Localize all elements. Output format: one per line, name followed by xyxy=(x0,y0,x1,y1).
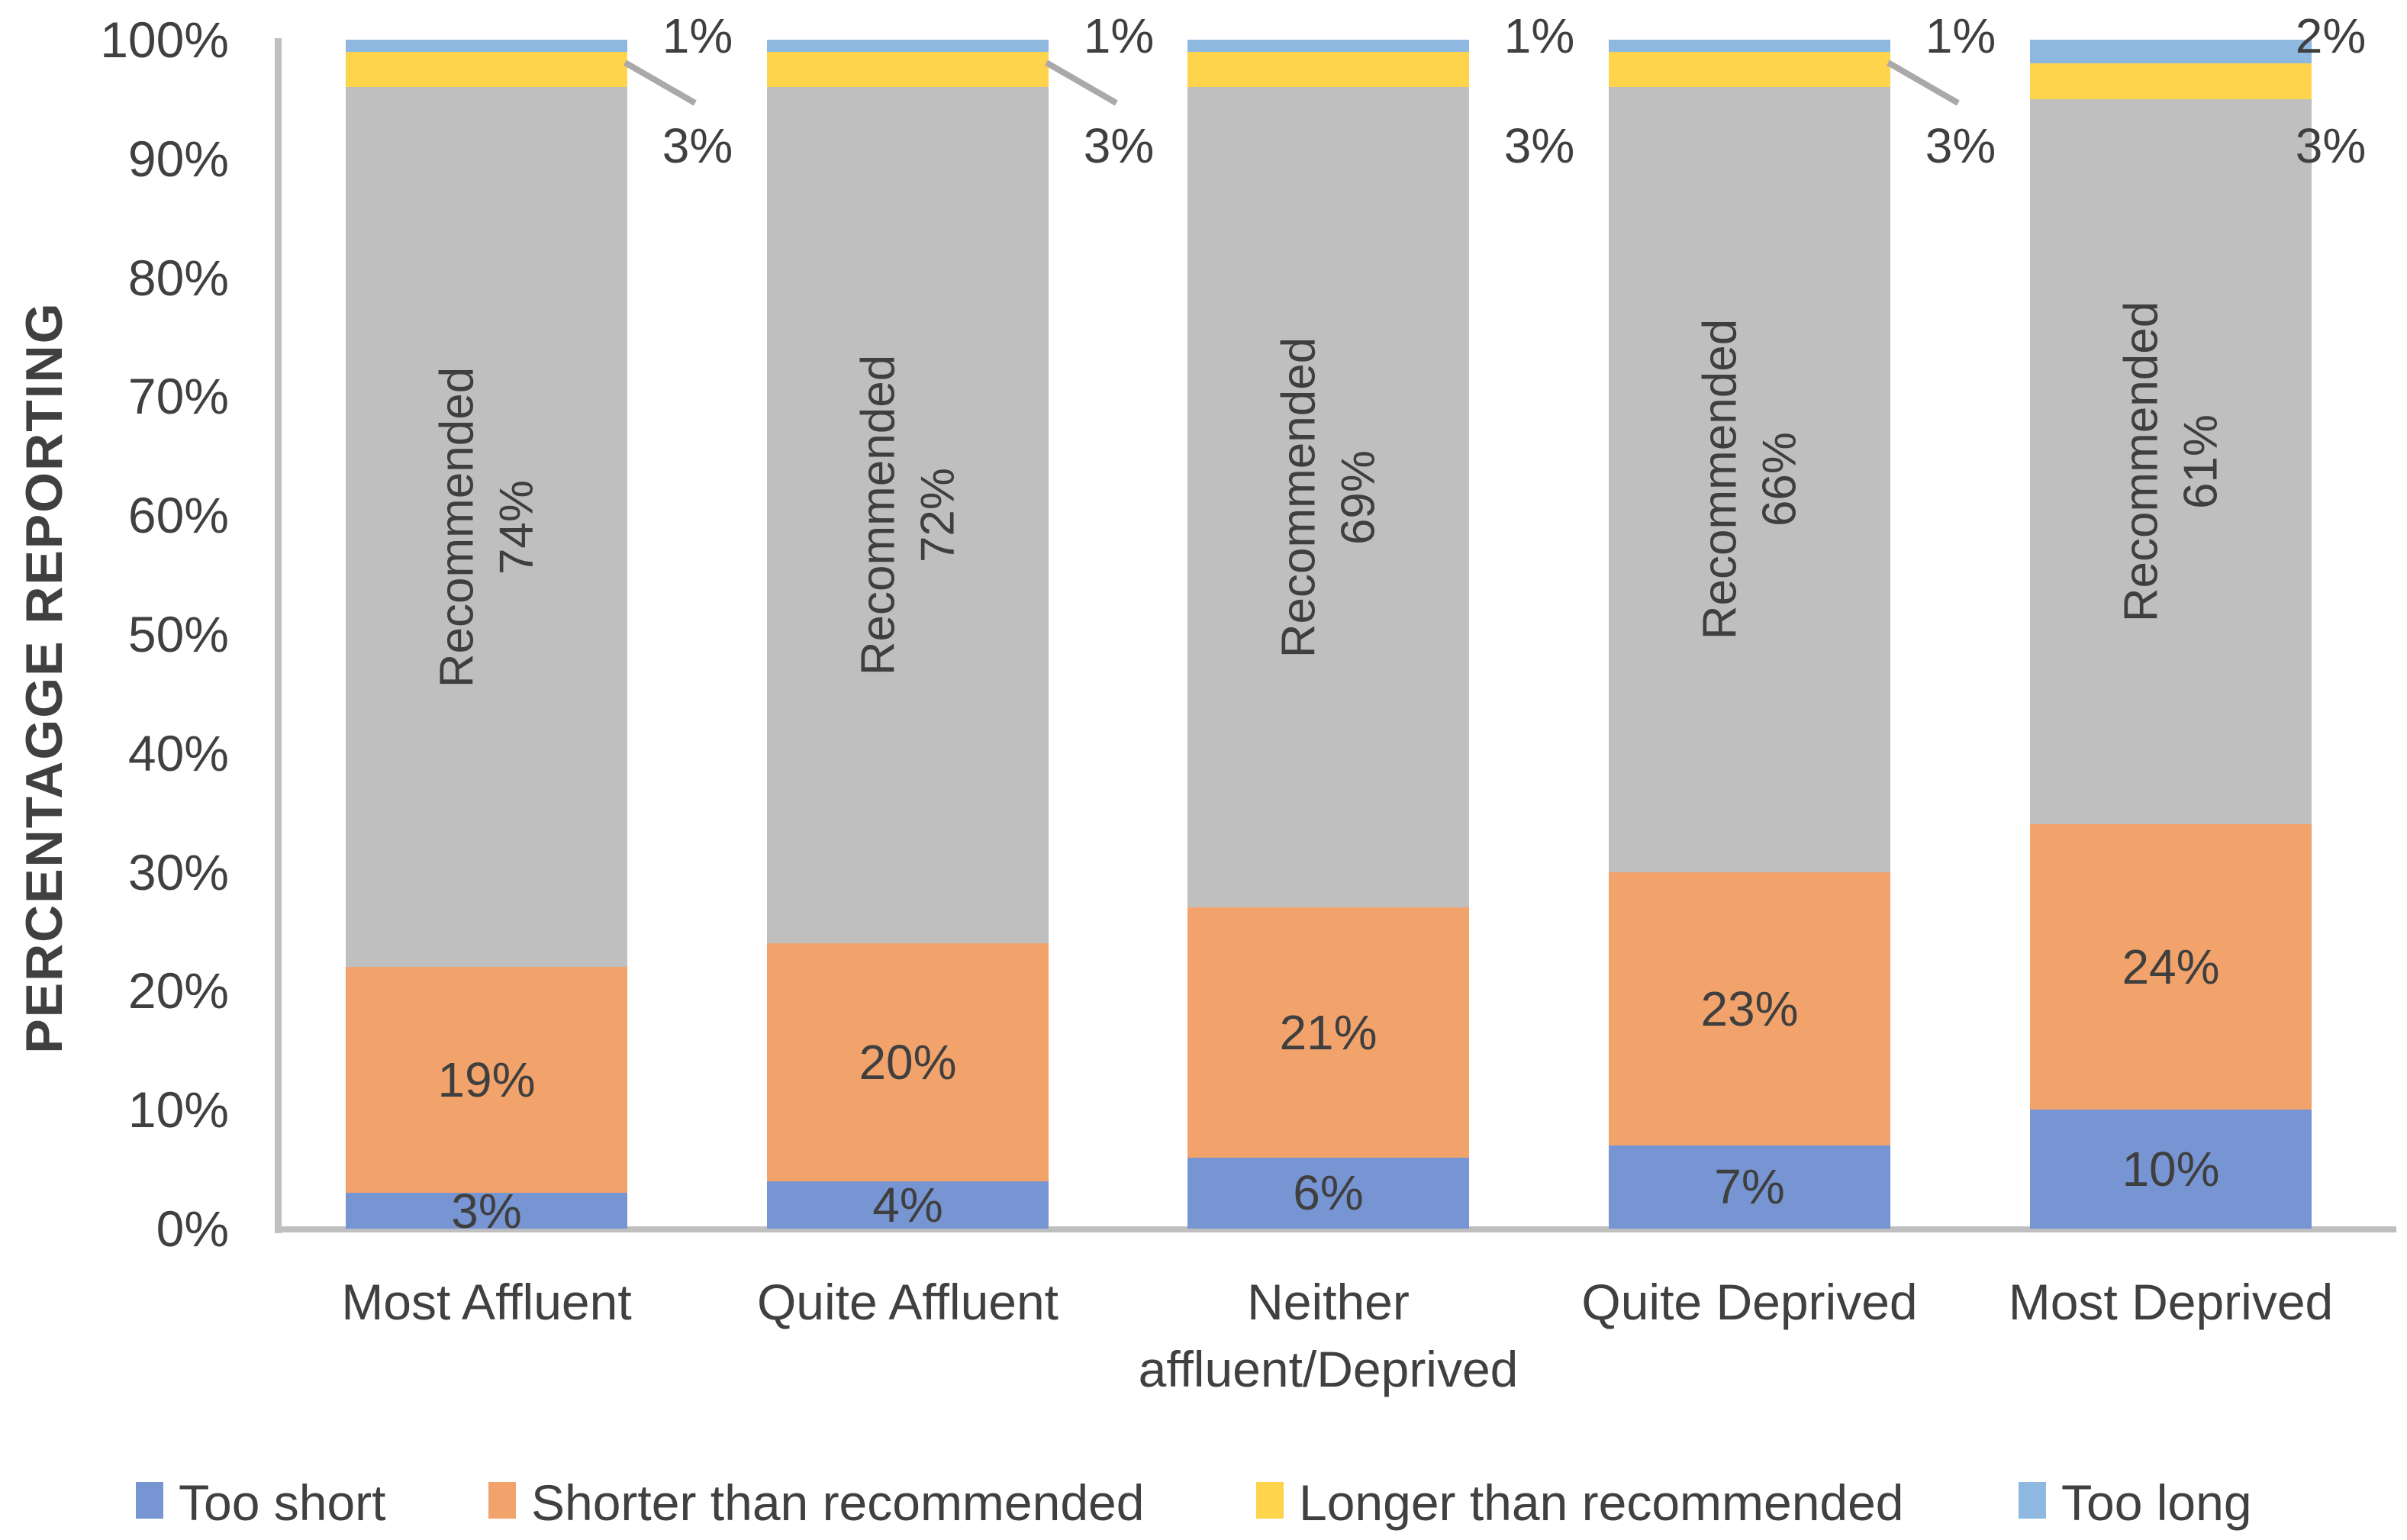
recommended-label: Recommended 69% xyxy=(1269,337,1387,658)
y-axis-tick: 90% xyxy=(127,130,229,187)
y-axis-tick: 100% xyxy=(100,11,229,68)
segment-shorter-than-recommended: 21% xyxy=(1187,907,1469,1158)
segment-too-long xyxy=(767,40,1049,52)
segment-value-label: 7% xyxy=(1714,1159,1785,1215)
segment-recommended: Recommended 69% xyxy=(1187,87,1469,908)
y-axis-tick: 40% xyxy=(127,724,229,781)
segment-value-label: 4% xyxy=(872,1177,943,1232)
segment-too-short: 4% xyxy=(767,1178,1049,1232)
recommended-label: Recommended 72% xyxy=(849,355,967,675)
x-axis-label-most-deprived: Most Deprived xyxy=(2008,1274,2334,1330)
segment-recommended: Recommended 66% xyxy=(1609,87,1890,872)
recommended-label-value: 69% xyxy=(1331,449,1384,545)
segment-shorter-than-recommended: 24% xyxy=(2030,824,2312,1110)
legend-swatch-shorter-than-recommended xyxy=(488,1482,516,1519)
segment-too-long xyxy=(346,40,627,52)
segment-recommended: Recommended 61% xyxy=(2030,98,2312,825)
segment-too-short: 6% xyxy=(1187,1157,1469,1229)
callout-longer-than-recommended-label: 3% xyxy=(1925,118,1996,173)
x-axis-label-most-affluent: Most Affluent xyxy=(341,1274,632,1330)
x-axis-label-neither-affluent-deprived: affluent/Deprived xyxy=(1138,1341,1519,1397)
y-axis-tick: 70% xyxy=(127,368,229,425)
recommended-label-word: Recommended xyxy=(2115,301,2167,623)
recommended-label-word: Recommended xyxy=(852,354,904,676)
bar-quite-deprived: 7% 23% Recommended 66% xyxy=(1609,0,1890,1229)
legend-label: Too short xyxy=(179,1474,386,1531)
legend-item-too-short: Too short xyxy=(136,1474,899,1532)
y-axis-tick: 10% xyxy=(127,1081,229,1139)
legend-swatch-too-short xyxy=(136,1482,163,1519)
segment-value-label: 21% xyxy=(1279,1004,1378,1060)
bar-most-deprived: 10% 24% Recommended 61% xyxy=(2030,0,2312,1229)
y-axis-tick: 80% xyxy=(127,249,229,306)
segment-too-short: 10% xyxy=(2030,1110,2312,1229)
legend-item-longer-than-recommended: Longer than recommended xyxy=(1256,1474,2019,1532)
y-axis-tick: 50% xyxy=(127,606,229,662)
segment-value-label: 23% xyxy=(1700,981,1799,1036)
recommended-label-word: Recommended xyxy=(1272,337,1325,659)
segment-too-short: 7% xyxy=(1609,1145,1890,1229)
y-axis-tick: 0% xyxy=(156,1200,229,1257)
segment-longer-than-recommended xyxy=(2030,63,2312,99)
segment-longer-than-recommended xyxy=(1609,51,1890,88)
legend-swatch-longer-than-recommended xyxy=(1256,1482,1284,1519)
legend-item-shorter-than-recommended: Shorter than recommended xyxy=(488,1474,1252,1532)
recommended-label-word: Recommended xyxy=(1693,319,1746,640)
callout-too-long-label: 1% xyxy=(1503,8,1575,63)
segment-value-label: 19% xyxy=(437,1052,536,1108)
recommended-label: Recommended 61% xyxy=(2112,301,2230,622)
x-axis-label-quite-affluent: Quite Affluent xyxy=(756,1274,1059,1330)
callout-too-long-label: 1% xyxy=(1083,8,1155,63)
recommended-label-value: 72% xyxy=(910,468,964,563)
recommended-label-value: 74% xyxy=(489,479,543,575)
callout-longer-than-recommended-label: 3% xyxy=(2295,118,2367,173)
callout-too-long-label: 1% xyxy=(1925,8,1996,63)
legend-swatch-too-long xyxy=(2019,1482,2046,1519)
legend-label: Longer than recommended xyxy=(1299,1474,1904,1531)
recommended-label: Recommended 74% xyxy=(427,367,546,688)
segment-recommended: Recommended 72% xyxy=(767,87,1049,944)
segment-shorter-than-recommended: 20% xyxy=(767,943,1049,1181)
callout-longer-than-recommended-label: 3% xyxy=(662,118,733,173)
segment-too-long xyxy=(1187,40,1469,52)
segment-value-label: 6% xyxy=(1293,1165,1364,1221)
segment-too-long xyxy=(1609,40,1890,52)
segment-too-short: 3% xyxy=(346,1184,627,1239)
y-axis-tick: 60% xyxy=(127,487,229,544)
y-axis-line xyxy=(275,38,282,1233)
segment-shorter-than-recommended: 19% xyxy=(346,967,627,1194)
callout-too-long-label: 2% xyxy=(2295,8,2367,63)
segment-value-label: 10% xyxy=(2122,1142,2220,1197)
segment-longer-than-recommended xyxy=(346,51,627,88)
recommended-label-value: 61% xyxy=(2173,414,2227,510)
callout-longer-than-recommended-label: 3% xyxy=(1083,118,1155,173)
legend-label: Shorter than recommended xyxy=(531,1474,1145,1531)
segment-longer-than-recommended xyxy=(767,51,1049,88)
callout-longer-than-recommended-label: 3% xyxy=(1503,118,1575,173)
legend-label: Too long xyxy=(2061,1474,2252,1531)
x-axis-line xyxy=(275,1226,2396,1232)
bar-neither-affluent-deprived: 6% 21% Recommended 69% xyxy=(1187,0,1469,1229)
recommended-label: Recommended 66% xyxy=(1690,319,1809,640)
segment-recommended: Recommended 74% xyxy=(346,87,627,968)
recommended-label-value: 66% xyxy=(1752,432,1806,527)
segment-longer-than-recommended xyxy=(1187,51,1469,88)
x-axis-label-quite-deprived: Quite Deprived xyxy=(1581,1274,1918,1330)
callout-too-long-label: 1% xyxy=(662,8,733,63)
y-axis-tick: 20% xyxy=(127,962,229,1020)
bar-most-affluent: 3% 19% Recommended 74% xyxy=(346,0,627,1239)
segment-shorter-than-recommended: 23% xyxy=(1609,871,1890,1145)
bar-quite-affluent: 4% 20% Recommended 72% xyxy=(767,0,1049,1232)
segment-value-label: 20% xyxy=(859,1034,957,1090)
segment-too-long xyxy=(2030,40,2312,64)
recommended-label-word: Recommended xyxy=(430,366,483,688)
x-axis-label-neither-affluent-deprived: Neither xyxy=(1247,1274,1410,1330)
y-axis-tick: 30% xyxy=(127,843,229,900)
legend-item-too-long: Too long xyxy=(2019,1474,2407,1532)
segment-value-label: 24% xyxy=(2122,939,2220,995)
